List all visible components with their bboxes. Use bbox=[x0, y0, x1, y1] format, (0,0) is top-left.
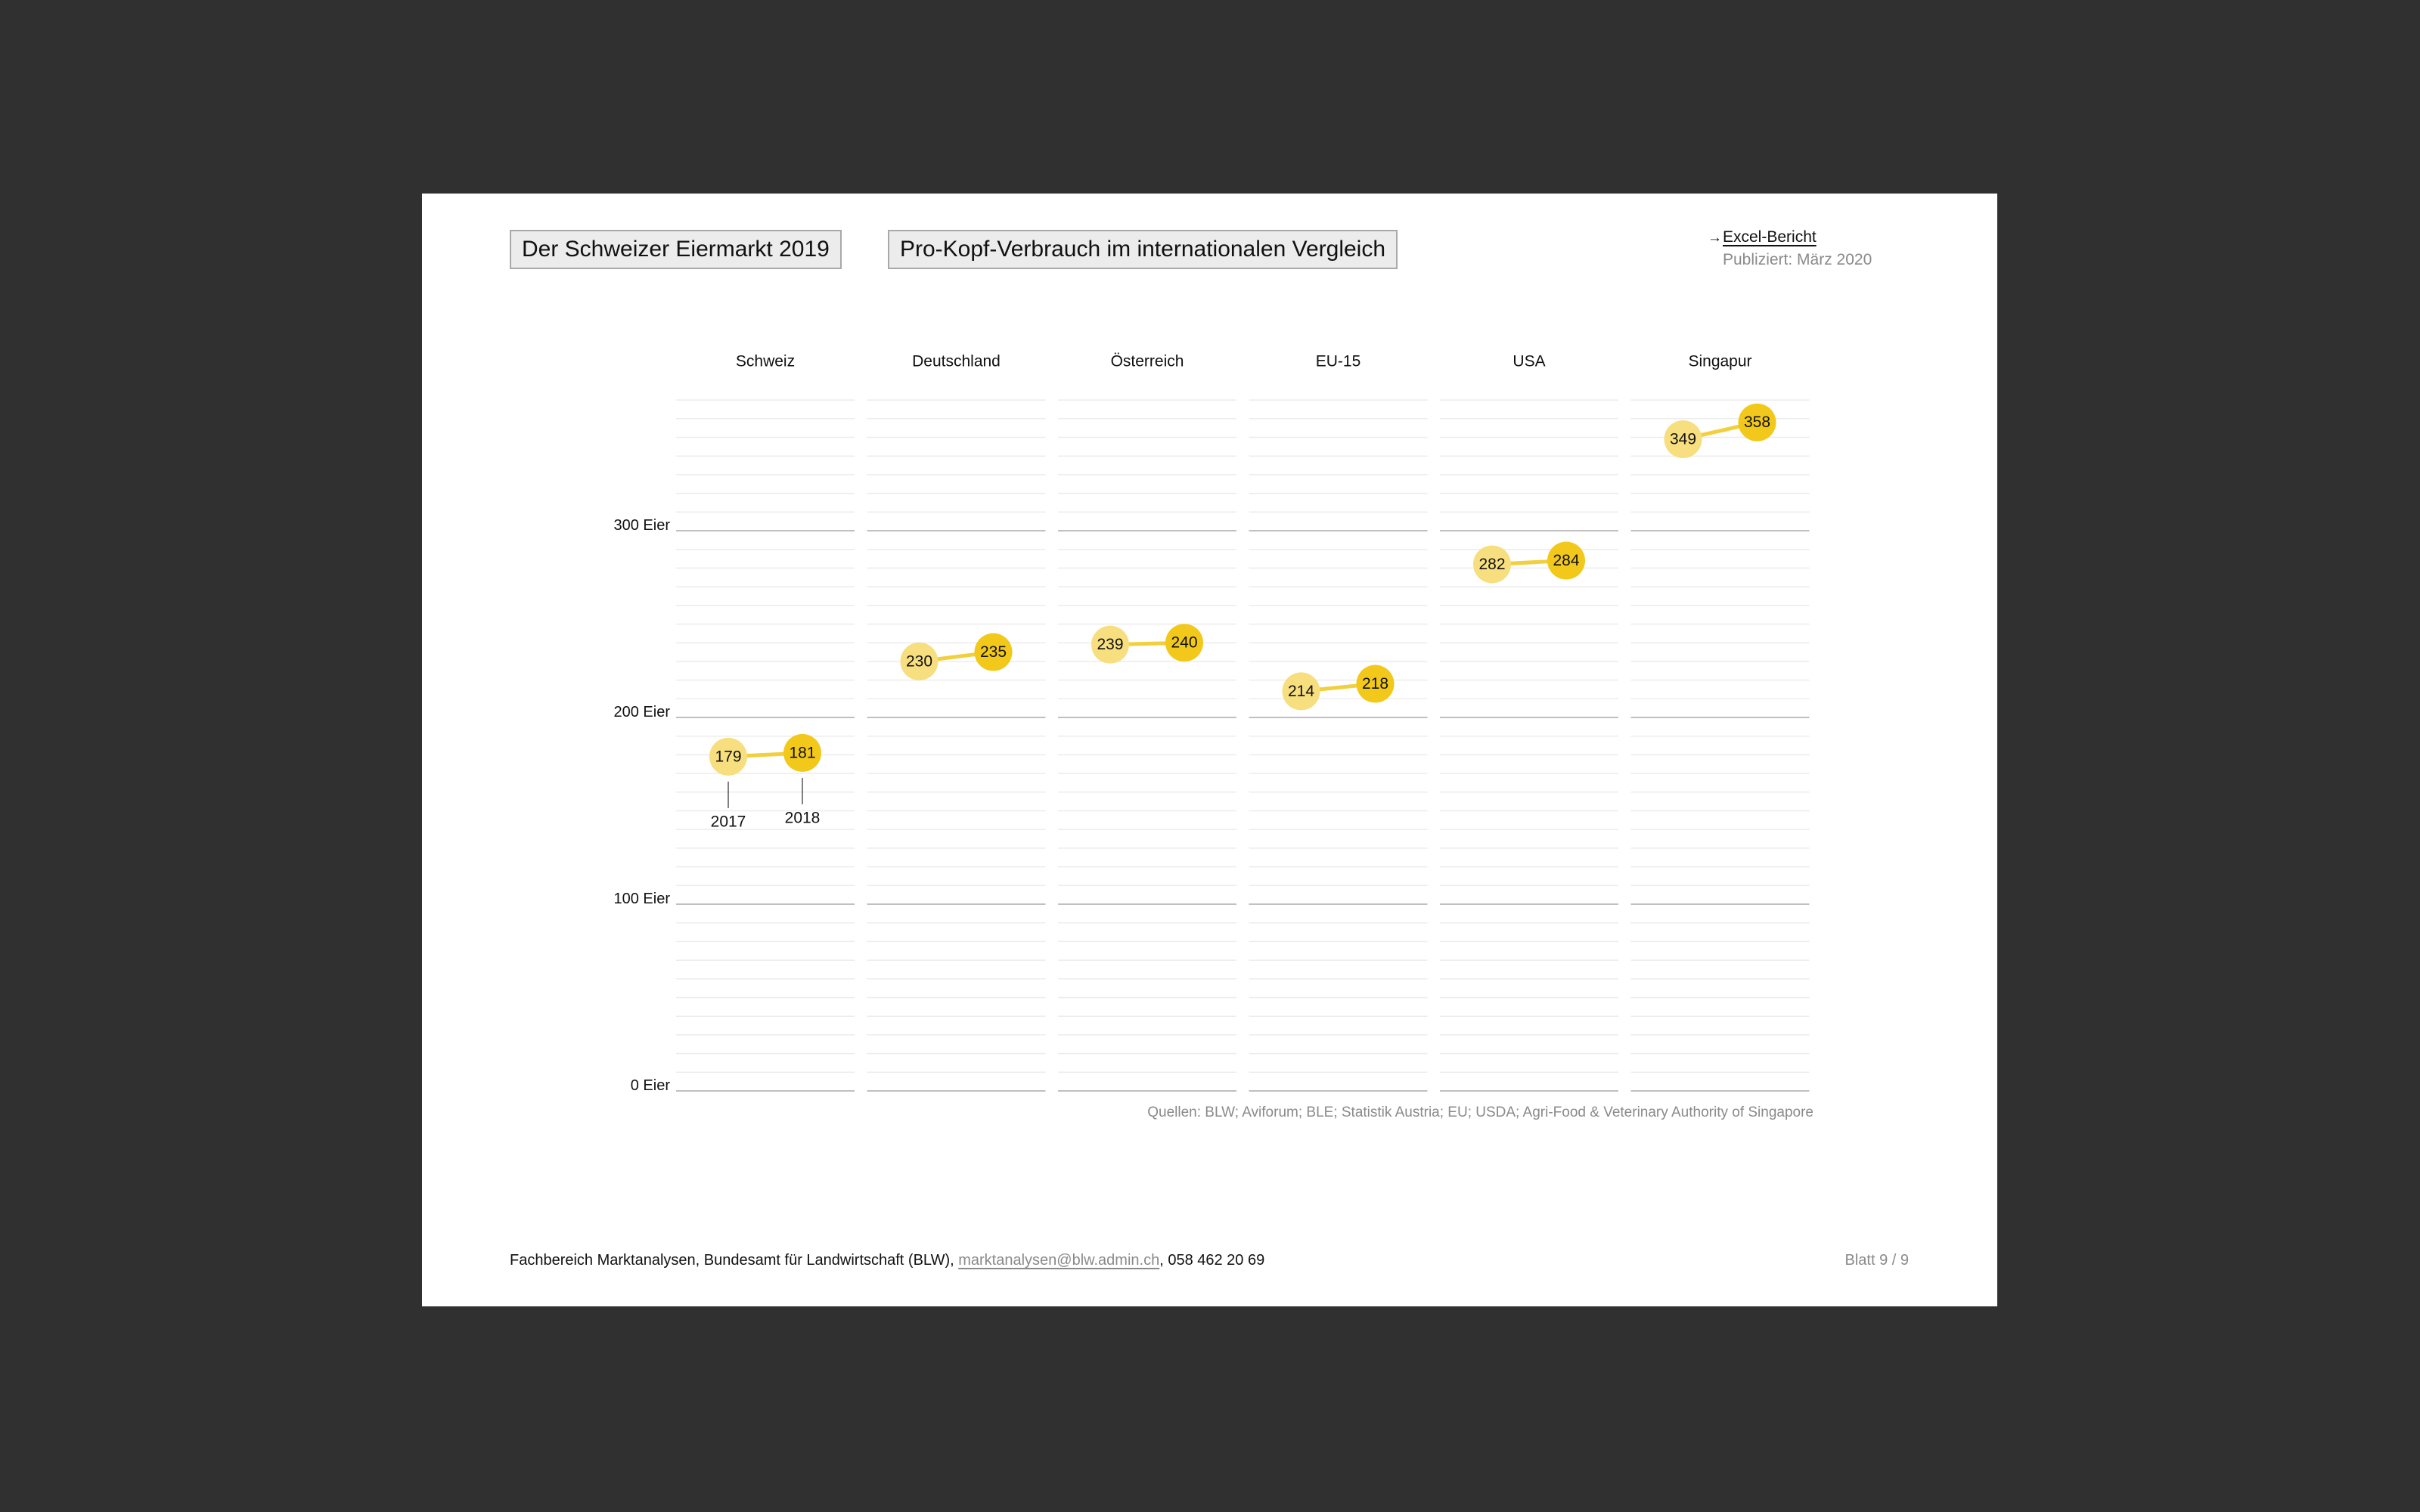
country-label: Deutschland bbox=[912, 353, 1001, 370]
footer-text: Fachbereich Marktanalysen, Bundesamt für… bbox=[510, 1252, 959, 1269]
country-label: Singapur bbox=[1688, 353, 1751, 370]
chart-title: Pro-Kopf-Verbrauch im internationalen Ve… bbox=[888, 230, 1398, 269]
source-note: Quellen: BLW; Aviforum; BLE; Statistik A… bbox=[1147, 1105, 1813, 1120]
data-label-2017: 214 bbox=[1288, 683, 1314, 700]
country-label: Schweiz bbox=[736, 353, 795, 370]
country-label: EU-15 bbox=[1316, 353, 1361, 370]
data-label-2018: 284 bbox=[1553, 552, 1579, 569]
data-label-2018: 181 bbox=[789, 744, 815, 761]
point-2018 bbox=[1547, 541, 1585, 580]
excel-link-row[interactable]: →Excel-Bericht bbox=[1708, 228, 1980, 246]
email-link[interactable]: marktanalysen@blw.admin.ch bbox=[958, 1252, 1160, 1269]
point-2018 bbox=[1356, 665, 1395, 703]
country-label: Österreich bbox=[1111, 353, 1184, 370]
point-2018 bbox=[1165, 624, 1203, 662]
point-2018 bbox=[783, 733, 821, 772]
publish-date: Publiziert: März 2020 bbox=[1723, 251, 1872, 268]
year-annotation-label: 2017 bbox=[711, 813, 746, 830]
point-2017 bbox=[709, 737, 747, 776]
data-label-2018: 235 bbox=[980, 643, 1007, 661]
point-2018 bbox=[1738, 403, 1776, 442]
egg-consumption-chart: Schweiz Deutschland Österreich EU-15 USA Sing… bbox=[614, 353, 1810, 1094]
footer-contact: Fachbereich Marktanalysen, Bundesamt für… bbox=[510, 1252, 1264, 1269]
arrow-right-icon: → bbox=[1708, 230, 1722, 246]
y-tick-label: 100 Eier bbox=[614, 891, 671, 907]
data-label-2017: 349 bbox=[1670, 430, 1696, 448]
data-label-2018: 240 bbox=[1171, 634, 1197, 652]
footer-phone: , 058 462 20 69 bbox=[1159, 1252, 1265, 1269]
y-tick-label: 300 Eier bbox=[614, 517, 671, 534]
point-2017 bbox=[1664, 420, 1702, 458]
point-2017 bbox=[1473, 545, 1511, 584]
point-2017 bbox=[1091, 625, 1129, 664]
point-2017 bbox=[900, 642, 939, 680]
country-label: USA bbox=[1512, 353, 1545, 370]
data-label-2017: 282 bbox=[1478, 556, 1505, 573]
report-title: Der Schweizer Eiermarkt 2019 bbox=[510, 230, 842, 269]
y-tick-label: 200 Eier bbox=[614, 704, 671, 720]
excel-report-link[interactable]: Excel-Bericht bbox=[1723, 228, 1817, 246]
data-label-2018: 218 bbox=[1362, 675, 1388, 692]
report-meta: →Excel-Bericht Publiziert: März 2020 bbox=[1708, 228, 1980, 269]
y-tick-label: 0 Eier bbox=[631, 1077, 671, 1094]
data-label-2018: 358 bbox=[1744, 414, 1770, 431]
data-label-2017: 239 bbox=[1097, 636, 1123, 653]
sheet-number: Blatt 9 / 9 bbox=[1844, 1252, 1910, 1269]
data-label-2017: 179 bbox=[715, 748, 741, 765]
point-2017 bbox=[1282, 672, 1320, 711]
point-2018 bbox=[974, 633, 1013, 671]
data-label-2017: 230 bbox=[906, 652, 932, 670]
report-page: Der Schweizer Eiermarkt 2019 Pro-Kopf-Ve… bbox=[422, 194, 1997, 1306]
year-annotation-label: 2018 bbox=[785, 809, 821, 826]
